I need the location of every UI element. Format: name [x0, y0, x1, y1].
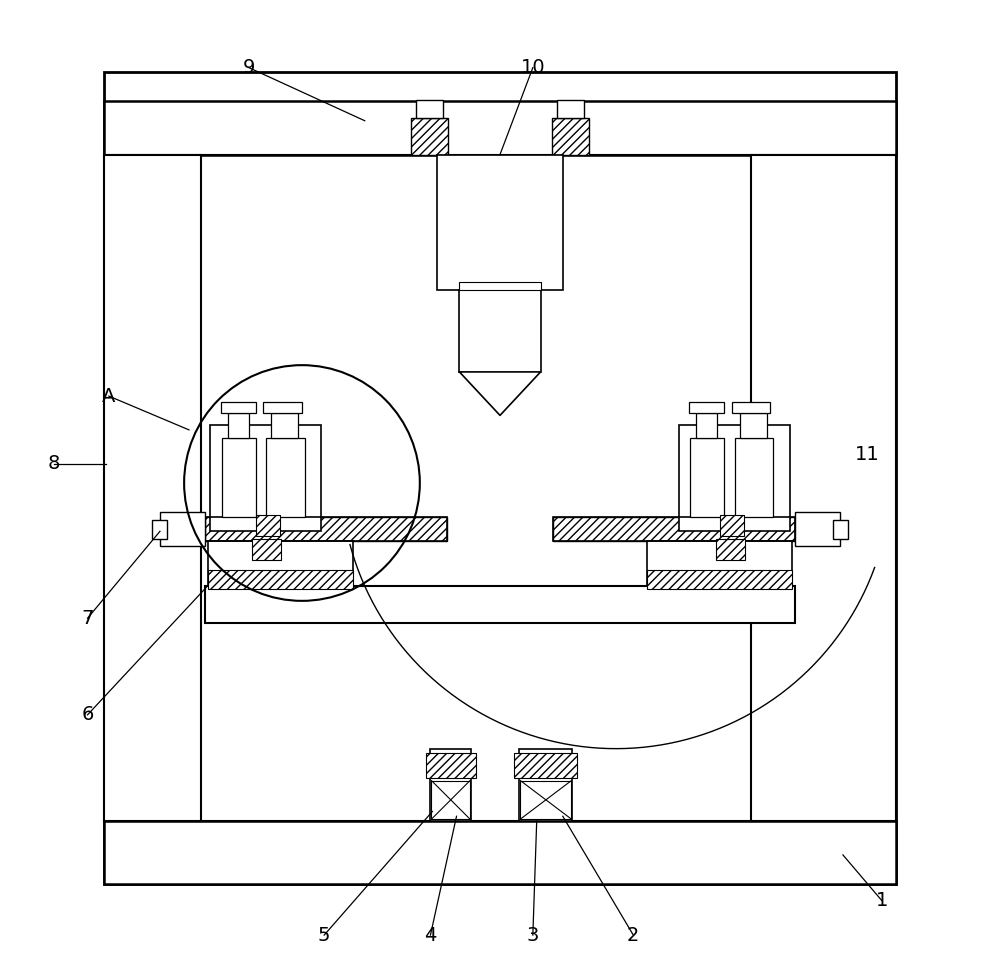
Bar: [210, 425, 321, 531]
Bar: [104, 155, 201, 821]
Bar: [208, 570, 353, 589]
Text: 10: 10: [521, 58, 545, 77]
Bar: [263, 402, 302, 413]
Text: 6: 6: [81, 705, 94, 724]
Text: 11: 11: [855, 444, 879, 464]
Bar: [104, 821, 896, 884]
Bar: [552, 118, 589, 155]
Bar: [647, 541, 792, 589]
Bar: [256, 515, 280, 536]
Bar: [720, 515, 744, 536]
Bar: [160, 512, 205, 546]
Bar: [208, 541, 353, 589]
Bar: [152, 520, 167, 539]
Text: 3: 3: [527, 925, 539, 945]
Bar: [205, 517, 447, 541]
Text: 4: 4: [424, 925, 437, 945]
Bar: [514, 753, 577, 778]
Bar: [104, 101, 896, 155]
Bar: [735, 438, 773, 517]
Bar: [647, 570, 792, 589]
Bar: [271, 413, 298, 438]
Bar: [690, 438, 724, 517]
Polygon shape: [459, 372, 541, 415]
Bar: [459, 290, 541, 372]
Bar: [221, 402, 256, 413]
Bar: [426, 753, 476, 778]
Bar: [104, 72, 896, 884]
Bar: [431, 781, 470, 819]
Bar: [795, 512, 840, 546]
Text: 7: 7: [81, 609, 94, 628]
Text: 2: 2: [627, 925, 639, 945]
Bar: [430, 749, 471, 821]
Bar: [751, 155, 896, 821]
Bar: [689, 402, 724, 413]
Bar: [716, 539, 745, 560]
Bar: [228, 413, 249, 438]
Bar: [520, 781, 571, 819]
Bar: [833, 520, 848, 539]
Bar: [696, 413, 717, 438]
Bar: [252, 539, 281, 560]
Bar: [519, 749, 572, 821]
Text: 1: 1: [875, 891, 888, 910]
Bar: [222, 438, 256, 517]
Bar: [679, 425, 790, 531]
Bar: [437, 155, 563, 290]
Text: 5: 5: [318, 925, 330, 945]
Bar: [459, 282, 541, 290]
Bar: [266, 438, 305, 517]
Bar: [732, 402, 770, 413]
Bar: [553, 517, 795, 541]
Bar: [205, 517, 447, 541]
Text: A: A: [102, 386, 115, 406]
Bar: [205, 586, 795, 623]
Text: 9: 9: [243, 58, 255, 77]
Bar: [416, 100, 443, 118]
Text: 8: 8: [48, 454, 60, 473]
Bar: [411, 118, 448, 155]
Bar: [553, 517, 795, 541]
Bar: [557, 100, 584, 118]
Bar: [740, 413, 767, 438]
